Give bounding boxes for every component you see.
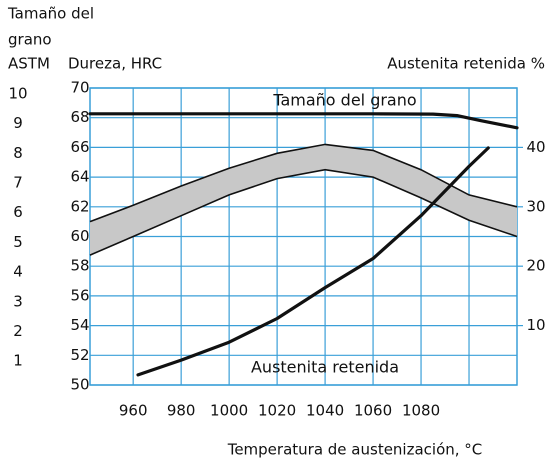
y3-tick-label: 10	[8, 84, 27, 102]
y3-tick-label: 9	[13, 114, 23, 132]
y-tick-label: 62	[70, 197, 89, 215]
band-upper	[89, 143, 518, 223]
x-tick-label: 1020	[258, 402, 296, 420]
series-line	[88, 112, 519, 130]
y-tick-label: 56	[70, 286, 89, 304]
x-axis-title: Temperatura de austenización, °C	[227, 441, 483, 459]
y-tick-label: 50	[70, 376, 89, 394]
y3-tick-label: 3	[13, 292, 23, 310]
y-tick-label: 60	[70, 227, 89, 245]
series-label: Austenita retenida	[251, 358, 399, 377]
x-tick-label: 1040	[306, 402, 344, 420]
y-tick-label: 58	[70, 257, 89, 275]
y-tick-label: 64	[70, 168, 89, 186]
hardness-band	[90, 144, 517, 256]
x-tick-label: 960	[119, 402, 148, 420]
y2-tick-label: 30	[526, 197, 545, 215]
y-tick-label: 70	[70, 79, 89, 97]
y3-tick-label: 5	[13, 233, 23, 251]
x-tick-label: 1000	[210, 402, 248, 420]
x-tick-label: 980	[167, 402, 196, 420]
y3-axis-title: ASTM	[8, 55, 50, 73]
series-line	[136, 146, 490, 377]
y-axis-title: Dureza, HRC	[68, 55, 162, 73]
x-tick-label: 1060	[354, 402, 392, 420]
y3-axis-title: Tamaño del	[7, 5, 94, 23]
y2-tick-label: 40	[526, 138, 545, 156]
y2-axis-title: Austenita retenida %	[387, 55, 545, 73]
y2-tick-label: 10	[526, 316, 545, 334]
y3-tick-label: 6	[13, 203, 23, 221]
y-tick-label: 66	[70, 138, 89, 156]
y-tick-label: 68	[70, 108, 89, 126]
y2-tick-label: 20	[526, 257, 545, 275]
y3-tick-label: 8	[13, 144, 23, 162]
y-tick-label: 54	[70, 316, 89, 334]
y3-axis-title: grano	[8, 31, 52, 49]
y3-tick-label: 2	[13, 322, 23, 340]
series-label: Tamaño del grano	[272, 91, 416, 110]
y3-tick-label: 7	[13, 174, 23, 192]
y3-tick-label: 4	[13, 263, 23, 281]
x-tick-label: 1080	[402, 402, 440, 420]
y3-tick-label: 1	[13, 352, 23, 370]
band-lower	[89, 168, 518, 256]
y-tick-label: 52	[70, 346, 89, 364]
